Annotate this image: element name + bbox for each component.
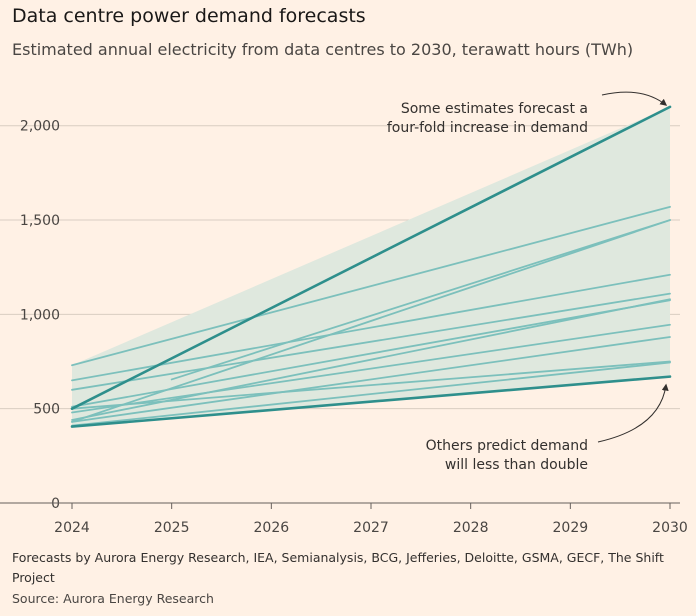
series-line-forecast-6 <box>71 292 671 391</box>
y-tick-label: 500 <box>33 402 60 418</box>
series-line-forecast-10 <box>71 336 671 423</box>
forecast-range-band <box>72 106 670 426</box>
series-line-forecast-4 <box>170 219 671 381</box>
chart-subtitle: Estimated annual electricity from data c… <box>12 40 634 59</box>
x-tick-label: 2025 <box>154 520 190 536</box>
y-tick-label: 0 <box>51 496 60 512</box>
annotation-lower-line: Others predict demand <box>426 438 588 454</box>
annotation-upper-line: four-fold increase in demand <box>387 120 588 136</box>
x-tick-label: 2024 <box>54 520 90 536</box>
y-tick-label: 1,500 <box>20 213 60 229</box>
y-tick-label: 2,000 <box>20 119 60 135</box>
x-tick-label: 2029 <box>553 520 589 536</box>
x-tick-label: 2027 <box>353 520 389 536</box>
annotation-lower-arrow <box>597 383 669 443</box>
series-line-forecast-2 <box>71 205 671 367</box>
series-line-forecast-13 <box>70 375 672 428</box>
series-line-forecast-5 <box>71 273 671 382</box>
chart-area: 0 500 1,000 1,500 2,000 2024 2025 2026 2027 2028 2… <box>0 91 688 536</box>
series-line-forecast-1 <box>70 105 672 410</box>
series-line-forecast-8 <box>71 298 671 421</box>
chart-source: Source: Aurora Energy Research <box>12 591 214 606</box>
annotation-upper-line: Some estimates forecast a <box>401 101 588 117</box>
chart-footnote: Forecasts by Aurora Energy Research, IEA… <box>12 550 664 585</box>
x-tick-label: 2030 <box>652 520 688 536</box>
annotation-upper-arrow <box>601 91 668 106</box>
chart-title: Data centre power demand forecasts <box>12 5 366 27</box>
x-tick-label: 2028 <box>453 520 489 536</box>
series-line-forecast-9 <box>71 323 671 414</box>
x-tick-label: 2026 <box>254 520 290 536</box>
series-line-forecast-7 <box>71 299 671 408</box>
y-tick-label: 1,000 <box>20 307 60 323</box>
series-line-forecast-12 <box>71 361 671 427</box>
annotation-lower-line: will less than double <box>445 457 588 473</box>
series-line-forecast-11 <box>71 360 671 410</box>
